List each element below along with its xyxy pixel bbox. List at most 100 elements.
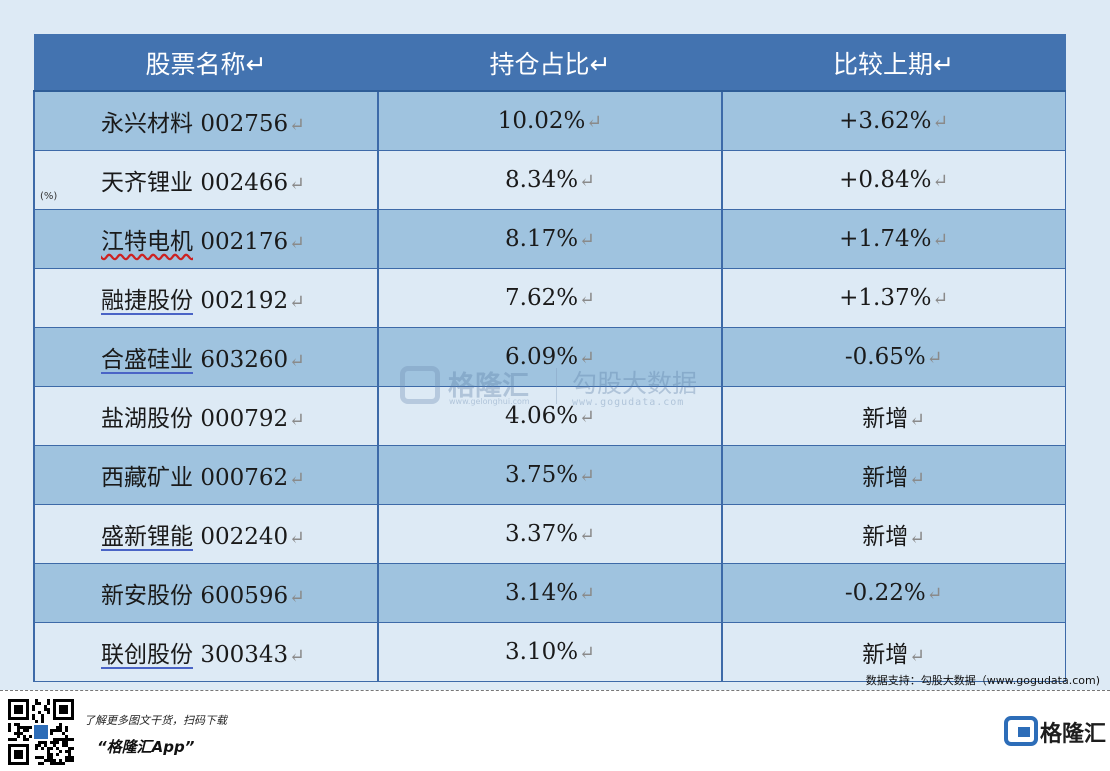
stock-cell: 盛新锂能 002240↵ [33, 504, 379, 564]
holding-share-value: 3.10% [505, 639, 579, 665]
stock-code: 002192 [200, 288, 289, 314]
holding-share-value: 6.09% [505, 344, 579, 370]
holding-share-value: 8.17% [505, 226, 579, 252]
paragraph-mark: ↵ [579, 170, 595, 192]
table-row: 江特电机 002176↵ 8.17%↵ +1.74% ↵ [33, 209, 1066, 269]
stock-code: 603260 [200, 347, 289, 373]
holdings-table: 股票名称↵ 持仓占比↵ 比较上期↵ 永兴材料 002756↵ 10.02%↵ +3.… [33, 34, 1066, 682]
holding-share-cell: 3.75%↵ [377, 445, 723, 505]
paragraph-mark: ↵ [579, 465, 595, 487]
stock-name: 合盛硅业 [101, 347, 193, 373]
change-value: +1.74% [839, 226, 932, 252]
stock-code: 000762 [200, 465, 289, 491]
paragraph-mark: ↵ [579, 406, 595, 428]
change-value: +1.37% [839, 285, 932, 311]
stock-name: 西藏矿业 [101, 465, 193, 491]
change-cell: +0.84%↵ [721, 150, 1066, 210]
holding-share-cell: 8.34%↵ [377, 150, 723, 210]
paragraph-mark: ↵ [932, 111, 949, 133]
stock-code: 300343 [200, 642, 289, 668]
paragraph-mark: ↵ [586, 111, 603, 133]
header-change-vs-previous: 比较上期↵ [721, 34, 1066, 92]
stock-cell: 盐湖股份 000792↵ [33, 386, 379, 446]
holding-share-cell: 8.17%↵ [377, 209, 723, 269]
header-holding-share: 持仓占比↵ [377, 34, 723, 92]
holding-share-value: 3.75% [505, 462, 579, 488]
stock-cell: 永兴材料 002756↵ [33, 90, 379, 151]
paragraph-mark: ↵ [909, 409, 926, 431]
table-row: 合盛硅业 603260↵ 6.09%↵ -0.65%↵ [33, 327, 1066, 387]
change-cell: 新增↵ [721, 504, 1066, 564]
paragraph-mark: ↵ [579, 524, 595, 546]
paragraph-mark: ↵ [909, 527, 926, 549]
stock-cell: 合盛硅业 603260↵ [33, 327, 379, 387]
change-cell: 新增↵ [721, 445, 1066, 505]
change-cell: +1.37%↵ [721, 268, 1066, 328]
table-row: 盐湖股份 000792↵ 4.06%↵ 新增↵ [33, 386, 1066, 446]
paragraph-mark: ↵ [289, 468, 306, 490]
stock-code: 002240 [200, 524, 289, 550]
change-cell: 新增↵ [721, 622, 1066, 682]
paragraph-mark: ↵ [579, 229, 595, 251]
paragraph-mark: ↵ [289, 173, 306, 195]
stock-name: 永兴材料 [101, 111, 193, 137]
footer-brand: 格隆汇 [1040, 722, 1107, 747]
paragraph-mark: ↵ [579, 642, 595, 664]
holding-share-value: 7.62% [505, 285, 579, 311]
stock-cell: 联创股份 300343↵ [33, 622, 379, 682]
table-row: 西藏矿业 000762↵ 3.75%↵ 新增↵ [33, 445, 1066, 505]
document-page: 股票名称↵ 持仓占比↵ 比较上期↵ 永兴材料 002756↵ 10.02%↵ +3.… [33, 34, 1100, 687]
stock-code: 002466 [200, 170, 289, 196]
holding-share-value: 10.02% [497, 108, 586, 134]
holding-share-cell: 4.06%↵ [377, 386, 723, 446]
paragraph-mark: ↵ [926, 347, 943, 369]
gelonghui-footer-logo-icon [1004, 716, 1038, 746]
change-value: 新增 [862, 642, 909, 668]
stock-name: 江特电机 [101, 229, 193, 255]
stock-name: 盐湖股份 [101, 406, 193, 432]
holding-share-cell: 10.02%↵ [377, 90, 723, 151]
table-header: 股票名称↵ 持仓占比↵ 比较上期↵ [33, 34, 1066, 92]
paragraph-mark: ↵ [289, 409, 306, 431]
holding-share-cell: 7.62%↵ [377, 268, 723, 328]
change-value: +0.84% [839, 167, 932, 193]
holding-share-cell: 3.10%↵ [377, 622, 723, 682]
paragraph-mark: ↵ [289, 114, 306, 136]
table-row: 盛新锂能 002240↵ 3.37%↵ 新增↵ [33, 504, 1066, 564]
promo-app-name: “格隆汇App” [97, 738, 195, 756]
stock-name: 新安股份 [101, 583, 193, 609]
change-value: -0.65% [844, 344, 926, 370]
promo-text: 了解更多图文干货，扫码下载 [84, 714, 227, 727]
paragraph-mark: ↵ [579, 288, 595, 310]
stock-cell: 新安股份 600596↵ [33, 563, 379, 623]
holding-share-value: 4.06% [505, 403, 579, 429]
source-note: 数据支持：勾股大数据（www.gogudata.com) [865, 674, 1100, 687]
holding-share-cell: 3.14%↵ [377, 563, 723, 623]
paragraph-mark: ↵ [579, 347, 595, 369]
holding-share-value: 8.34% [505, 167, 579, 193]
stock-name: 天齐锂业 [101, 170, 193, 196]
table-row: 天齐锂业 002466↵ 8.34%↵ +0.84%↵ [33, 150, 1066, 210]
paragraph-mark: ↵ [289, 645, 306, 667]
stock-cell: 融捷股份 002192↵ [33, 268, 379, 328]
unit-label: (%) [40, 191, 58, 202]
table-row: 新安股份 600596↵ 3.14%↵ -0.22%↵ [33, 563, 1066, 623]
stock-code: 000792 [200, 406, 289, 432]
table-body: 永兴材料 002756↵ 10.02%↵ +3.62%↵ 天齐锂业 002466↵ 8.… [33, 90, 1066, 682]
holding-share-value: 3.37% [505, 521, 579, 547]
paragraph-mark: ↵ [289, 586, 306, 608]
stock-cell: 江特电机 002176↵ [33, 209, 379, 269]
paragraph-mark: ↵ [289, 350, 306, 372]
change-cell: -0.22%↵ [721, 563, 1066, 623]
header-stock-name: 股票名称↵ [33, 34, 379, 92]
header-row: 股票名称↵ 持仓占比↵ 比较上期↵ [33, 34, 1066, 92]
stock-cell: 天齐锂业 002466↵ [33, 150, 379, 210]
qr-code-icon [8, 699, 74, 765]
change-cell: +3.62%↵ [721, 90, 1066, 151]
holding-share-cell: 6.09%↵ [377, 327, 723, 387]
paragraph-mark: ↵ [289, 291, 306, 313]
stock-name: 盛新锂能 [101, 524, 193, 550]
table-row: 永兴材料 002756↵ 10.02%↵ +3.62%↵ [33, 90, 1066, 151]
change-value: -0.22% [844, 580, 926, 606]
change-value: 新增 [862, 524, 909, 550]
